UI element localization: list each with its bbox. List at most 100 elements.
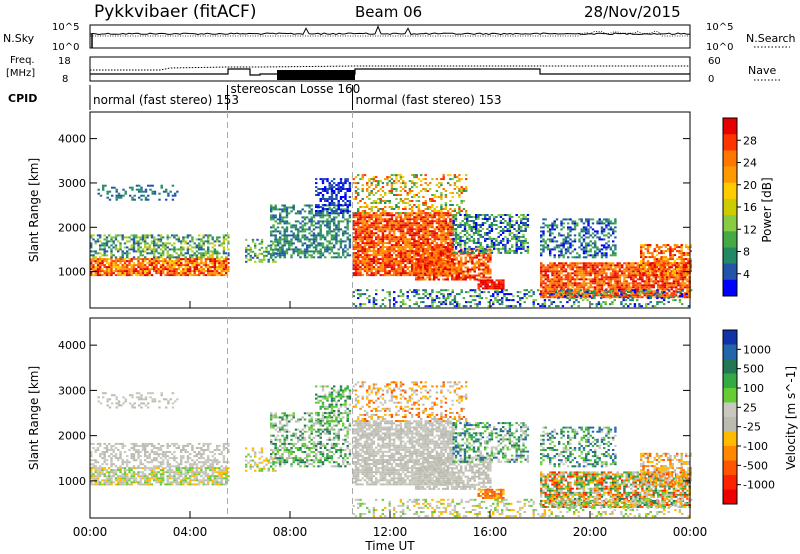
power-cell [542, 286, 545, 289]
power-cell [328, 216, 331, 219]
power-cell [388, 222, 391, 225]
power-cell [137, 256, 140, 259]
power-cell [177, 254, 181, 257]
power-cell [173, 246, 176, 249]
power-cell [585, 274, 588, 277]
power-cell [272, 260, 275, 263]
power-cell [433, 194, 436, 196]
power-cell [297, 248, 300, 251]
power-cell [549, 294, 552, 297]
power-cell [270, 216, 273, 219]
power-cell [285, 236, 289, 239]
power-cell [294, 248, 298, 251]
power-cell [272, 254, 275, 257]
power-cell [471, 258, 474, 261]
power-cell [352, 214, 355, 217]
power-cell [594, 282, 597, 285]
power-cell [254, 260, 257, 263]
power-cell [315, 182, 318, 185]
power-cell [324, 220, 327, 223]
power-cell [368, 238, 371, 241]
power-cell [444, 242, 448, 245]
power-cell [402, 226, 405, 229]
power-cell [94, 268, 97, 271]
power-cell [598, 290, 601, 293]
power-cell [609, 264, 613, 267]
power-cell [470, 230, 473, 232]
power-cell [126, 268, 129, 271]
power-cell [402, 230, 405, 233]
power-cell [112, 254, 115, 257]
power-cell [426, 262, 430, 265]
power-cell [663, 284, 667, 287]
power-cell [406, 216, 409, 219]
power-cell [431, 268, 434, 271]
power-cell [315, 244, 318, 247]
power-cell [344, 246, 347, 249]
power-cell [370, 214, 373, 217]
power-cell [487, 254, 490, 257]
power-cell [447, 182, 450, 185]
power-cell [452, 228, 455, 230]
power-cell [406, 256, 409, 259]
power-cell [312, 240, 316, 243]
power-cell [218, 244, 221, 247]
power-cell [303, 248, 307, 251]
power-cell [558, 276, 561, 279]
power-cell [402, 268, 405, 271]
power-cell [444, 262, 447, 265]
power-cell [204, 250, 208, 253]
power-cell [433, 244, 436, 247]
power-cell [598, 264, 601, 267]
power-cell [283, 210, 286, 213]
power-cell [144, 264, 147, 267]
power-cell [661, 280, 664, 283]
power-cell [177, 236, 181, 239]
power-cell [377, 180, 380, 183]
power-cell [386, 266, 389, 269]
power-cell [113, 186, 116, 189]
power-cell [337, 190, 340, 192]
power-cell [357, 208, 360, 210]
power-cell [399, 260, 403, 263]
power-cell [357, 254, 360, 257]
power-cell [290, 234, 293, 237]
power-cell [422, 238, 425, 241]
power-cell [497, 243, 500, 246]
power-cell [422, 228, 425, 231]
power-cell [623, 262, 626, 265]
power-cell [204, 270, 208, 273]
power-cell [366, 234, 369, 237]
power-cell [126, 256, 129, 259]
power-cell [551, 272, 554, 275]
power-cell [555, 284, 559, 287]
power-cell [354, 272, 358, 275]
power-cell [415, 242, 418, 245]
power-cell [468, 247, 471, 250]
power-cell [411, 208, 414, 210]
power-cell [449, 204, 452, 206]
power-cell [216, 252, 219, 255]
power-cell [440, 198, 443, 200]
power-cell [464, 270, 467, 273]
power-cell [155, 270, 158, 273]
power-cell [546, 278, 550, 281]
power-cell [546, 292, 550, 295]
power-cell [301, 242, 304, 245]
power-cell [370, 178, 373, 181]
power-cell [117, 260, 120, 263]
power-cell [370, 190, 373, 192]
power-cell [558, 262, 561, 265]
power-cell [508, 239, 512, 242]
power-cell [308, 246, 311, 249]
power-cell [417, 258, 420, 261]
power-cell [207, 274, 210, 277]
power-cell [397, 262, 400, 265]
power-cell [218, 266, 221, 269]
power-cell [363, 254, 367, 257]
power-cell [326, 210, 329, 213]
power-cell [184, 272, 187, 275]
power-cell [480, 258, 483, 261]
power-cell [319, 212, 322, 214]
power-cell [402, 180, 405, 183]
